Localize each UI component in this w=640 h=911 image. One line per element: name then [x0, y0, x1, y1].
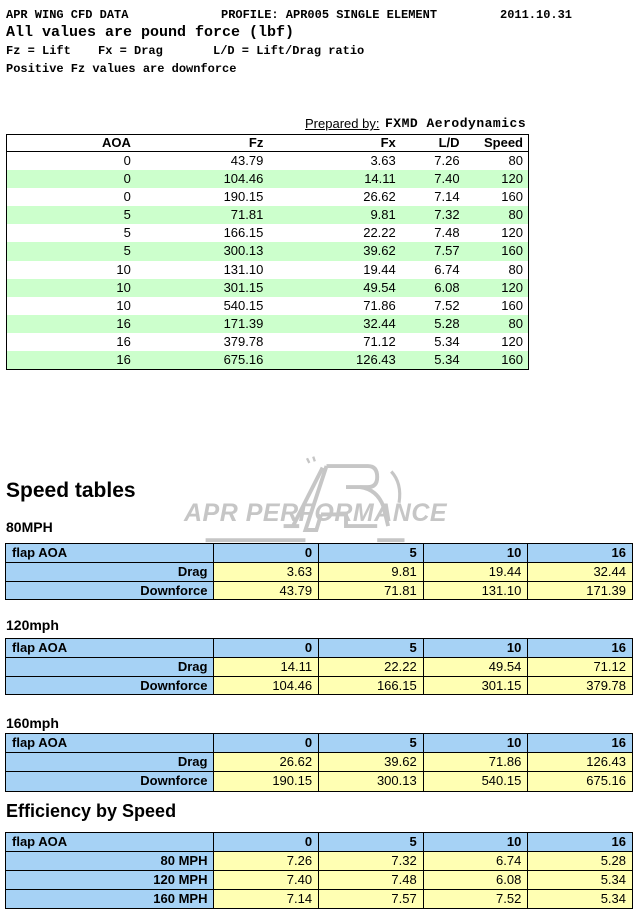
- svg-text:APR PERFORMANCE: APR PERFORMANCE: [183, 499, 448, 527]
